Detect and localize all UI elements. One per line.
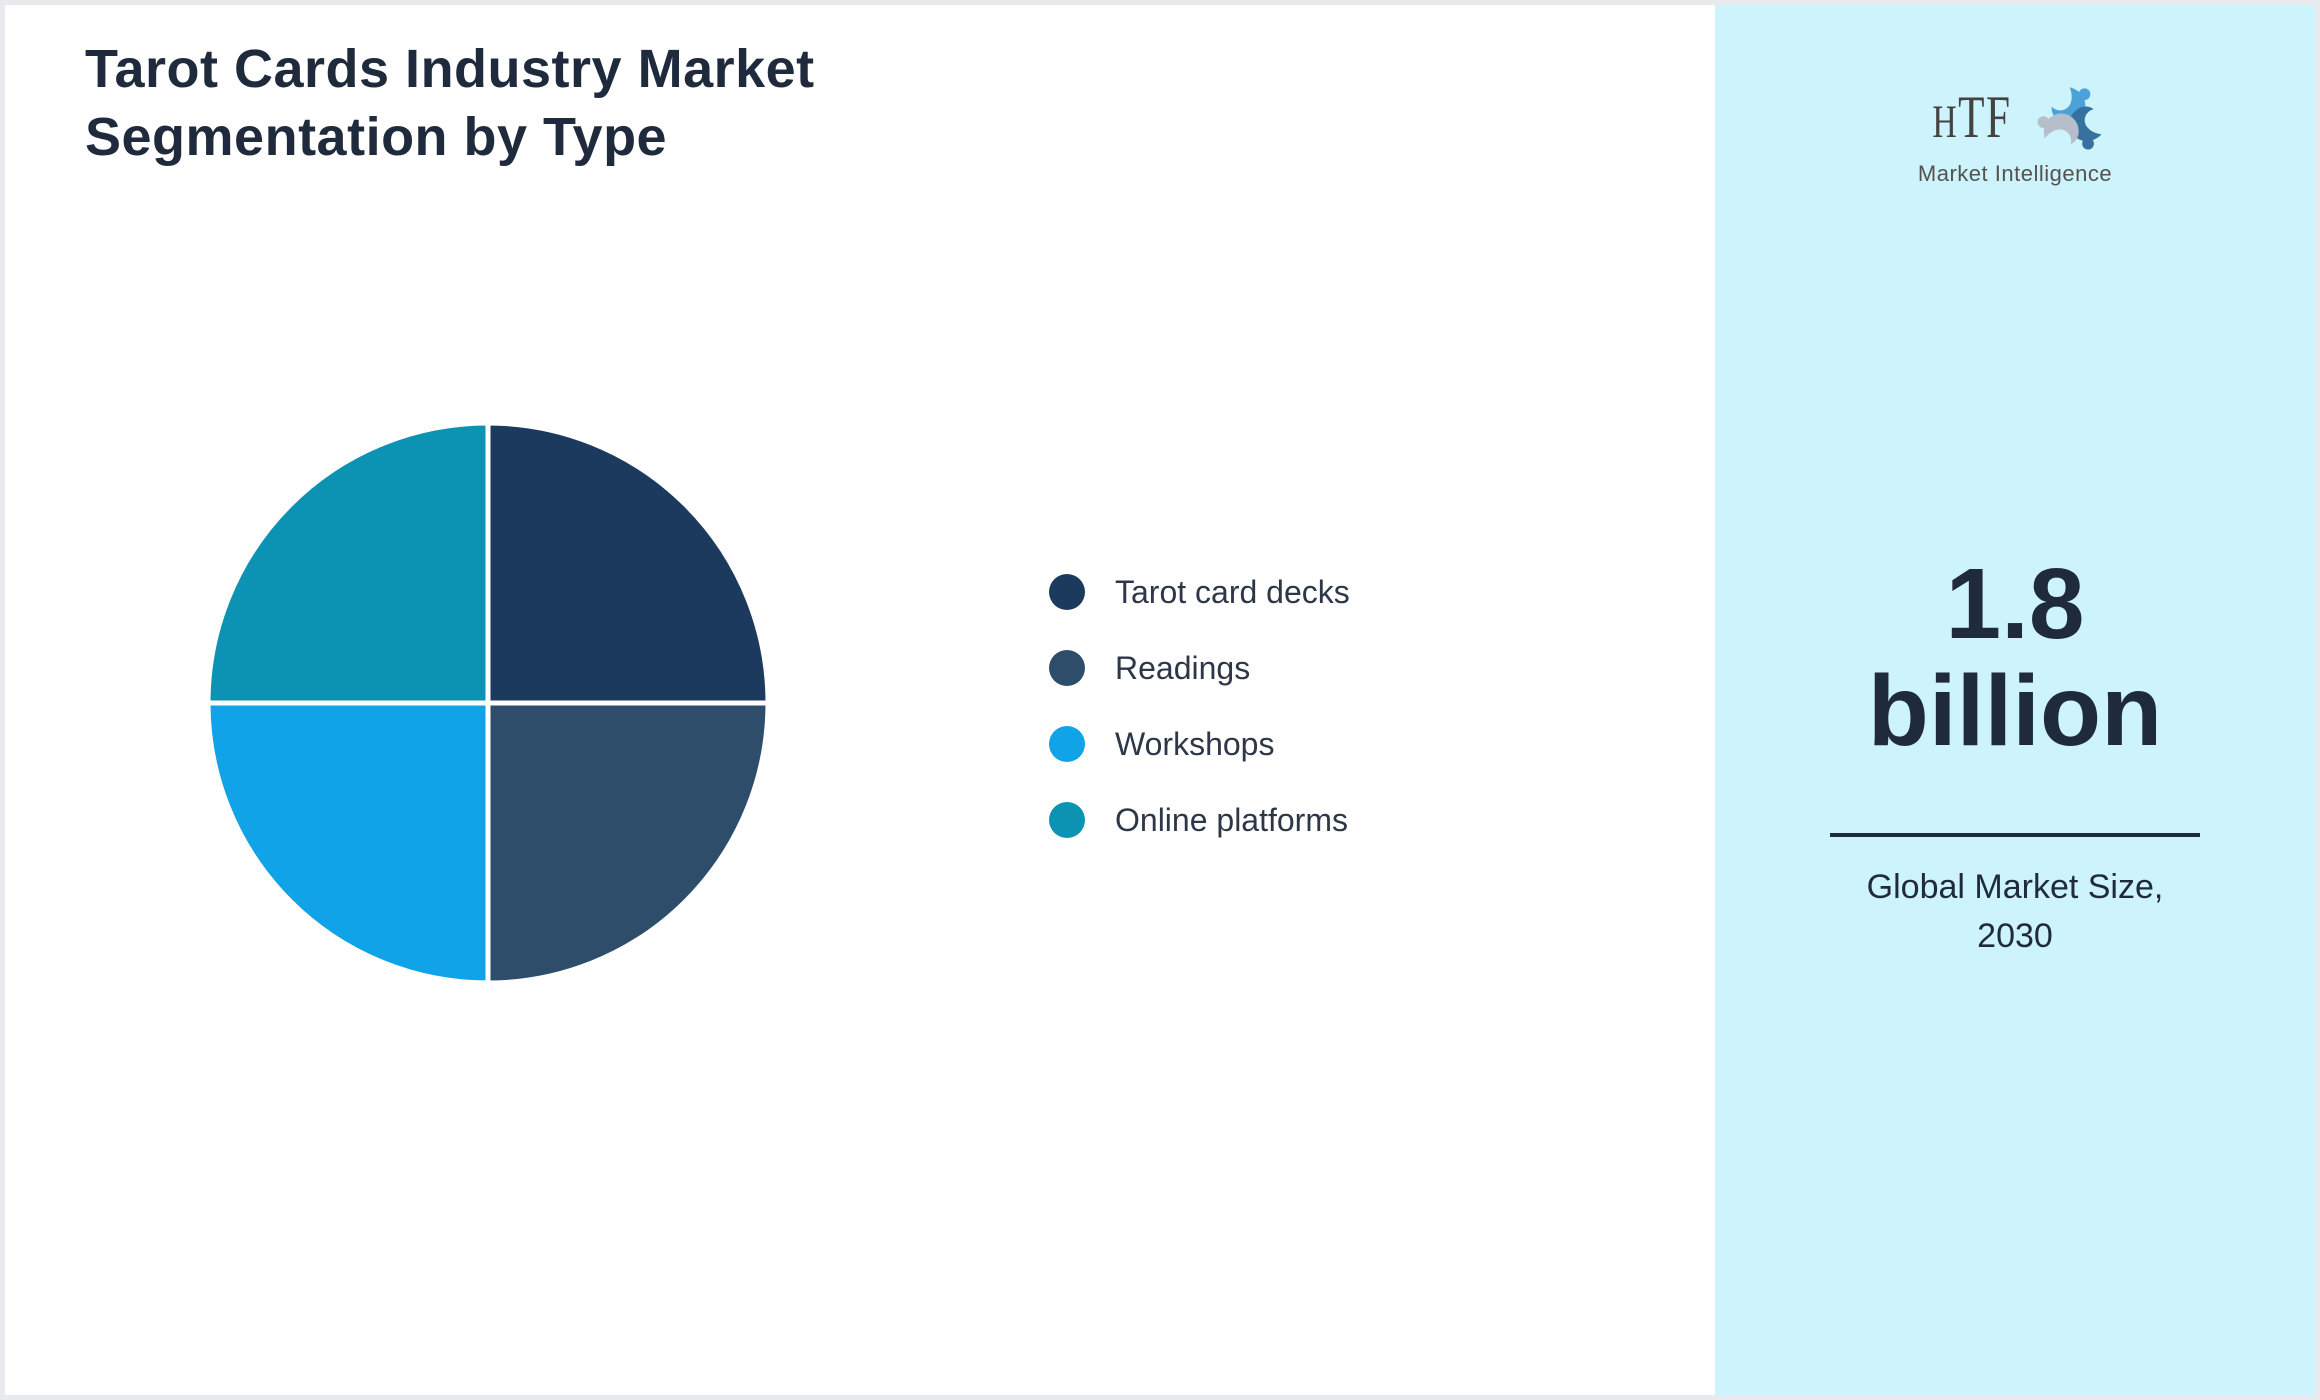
legend-swatch-icon [1049, 802, 1085, 838]
logo-text: HTF [1932, 83, 2012, 150]
pie-slice-0 [485, 420, 771, 706]
market-size-label: Global Market Size, 2030 [1866, 868, 2164, 956]
stat-divider [1830, 833, 2200, 837]
sidebar: HTF Market Intelligence 1.8 billion Glo [1715, 5, 2315, 1395]
logo: HTF Market Intelligence [1715, 75, 2315, 187]
legend-label: Online platforms [1115, 801, 1348, 838]
pie-slice-1 [485, 700, 771, 986]
legend-item: Readings [1049, 650, 1350, 686]
legend-item: Workshops [1049, 726, 1350, 762]
logo-tagline: Market Intelligence [1917, 161, 2113, 186]
logo-swirl-icon [2034, 87, 2111, 155]
legend: Tarot card decks Readings Workshops Online … [1049, 574, 1350, 838]
chart-title: Tarot Cards Industry Market Segmentation… [85, 39, 815, 168]
legend-swatch-icon [1049, 650, 1085, 686]
logo-row: HTF [1917, 75, 2113, 159]
legend-label: Workshops [1115, 725, 1275, 762]
legend-item: Online platforms [1049, 802, 1350, 838]
pie-slice-2 [205, 700, 491, 986]
market-size-value: 1.8 billion [1867, 548, 2163, 767]
pie-slice-3 [205, 420, 491, 706]
pie-chart-svg [205, 420, 771, 986]
legend-swatch-icon [1049, 726, 1085, 762]
pie-chart [198, 413, 778, 993]
legend-label: Tarot card decks [1115, 573, 1350, 610]
legend-label: Readings [1115, 649, 1251, 686]
legend-swatch-icon [1049, 574, 1085, 610]
legend-item: Tarot card decks [1049, 574, 1350, 610]
